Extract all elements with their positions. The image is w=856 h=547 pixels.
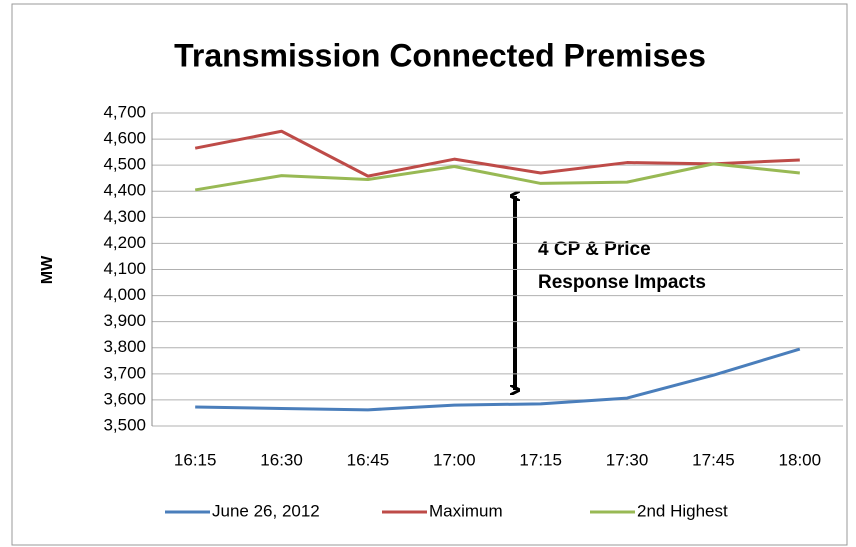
y-tick-label: 4,200 [103,233,146,252]
y-tick-label: 4,300 [103,207,146,226]
legend-label: Maximum [429,501,503,520]
y-tick-label: 3,500 [103,415,146,434]
y-tick-label: 4,100 [103,259,146,278]
y-tick-label: 3,600 [103,389,146,408]
chart-title: Transmission Connected Premises [174,37,706,73]
annotation: 4 CP & Price [538,239,651,260]
annotation: Response Impacts [538,272,706,293]
series-line [195,347,801,412]
x-tick-label: 16:15 [174,450,217,469]
legend-label: 2nd Highest [637,501,728,520]
y-tick-label: 3,900 [103,311,146,330]
x-tick-label: 17:15 [519,450,562,469]
y-tick-label: 4,000 [103,285,146,304]
series-line [194,129,800,178]
y-axis-label: MW [39,255,56,284]
x-tick-label: 16:30 [260,450,303,469]
y-tick-label: 4,600 [103,129,146,148]
chart-frame [11,3,848,546]
x-tick-label: 17:30 [606,450,649,469]
x-tick-label: 17:00 [433,450,476,469]
series-line [194,162,800,192]
x-tick-label: 17:45 [692,450,735,469]
legend-label: June 26, 2012 [212,501,320,520]
x-tick-label: 16:45 [347,450,390,469]
y-tick-label: 3,700 [103,363,146,382]
x-tick-label: 18:00 [779,450,822,469]
y-tick-label: 4,500 [103,155,146,174]
y-tick-label: 4,700 [103,102,146,121]
y-tick-label: 4,400 [103,181,146,200]
y-tick-label: 3,800 [103,337,146,356]
